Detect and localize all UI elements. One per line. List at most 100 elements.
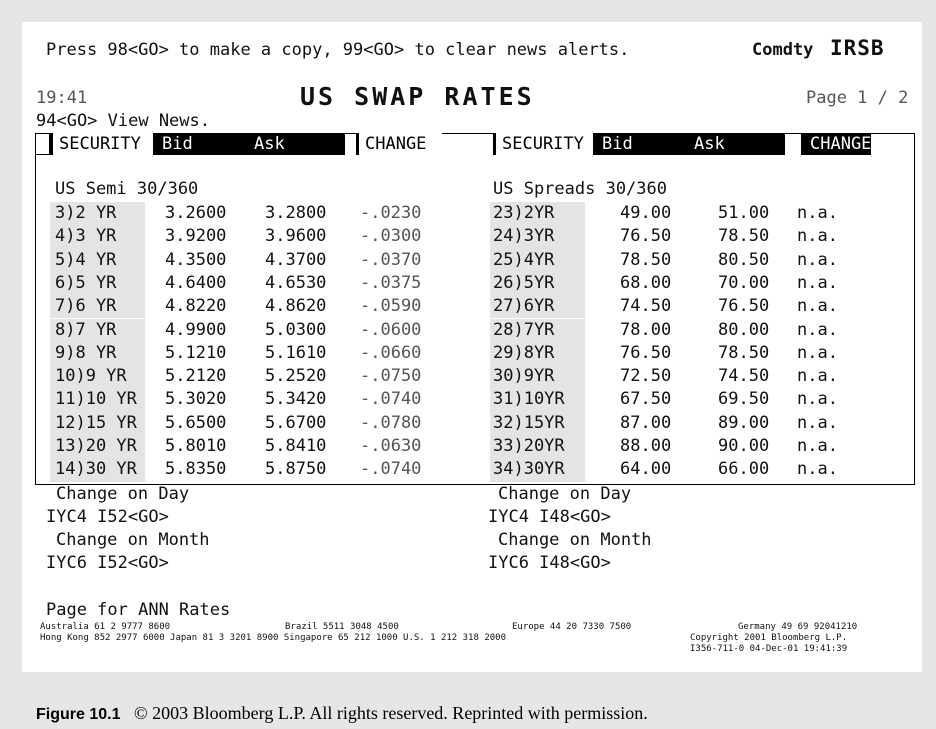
- bid: 74.50: [620, 296, 672, 317]
- ask: 74.50: [718, 366, 770, 387]
- link-code[interactable]: IYC4 I52<GO>: [46, 507, 169, 527]
- market: Comdty: [752, 40, 814, 60]
- security[interactable]: 34)30YR: [493, 459, 565, 480]
- security[interactable]: 8)7 YR: [55, 319, 117, 340]
- change: -.0300: [360, 226, 422, 247]
- ask: 78.50: [718, 226, 770, 247]
- label-shade: [50, 225, 145, 249]
- label-shade: [50, 388, 145, 412]
- change: n.a.: [797, 412, 838, 433]
- label-shade: [490, 435, 585, 459]
- column-header-cell: Ask: [245, 133, 345, 155]
- column-header-cell: SECURITY: [50, 133, 153, 155]
- timestamp: I356-711-0 04-Dec-01 19:41:39: [690, 644, 848, 654]
- security[interactable]: 27)6YR: [493, 296, 555, 317]
- security[interactable]: 10)9 YR: [55, 366, 127, 387]
- security[interactable]: 13)20 YR: [55, 436, 137, 456]
- security[interactable]: 3)2 YR: [55, 203, 117, 223]
- instruction: Press 98<GO> to make a copy, 99<GO> to c…: [46, 40, 630, 60]
- security[interactable]: 14)30 YR: [55, 459, 137, 480]
- function: IRSB: [830, 36, 885, 60]
- security[interactable]: 24)3YR: [493, 226, 555, 247]
- bid: 88.00: [620, 436, 672, 456]
- bid: 3.2600: [165, 203, 227, 223]
- label-shade: [490, 225, 585, 249]
- bid: 78.50: [620, 249, 672, 270]
- copyright: Copyright 2001 Bloomberg L.P.: [690, 633, 848, 643]
- label-shade: [490, 411, 585, 435]
- change: n.a.: [797, 389, 838, 410]
- ask: 3.2800: [265, 203, 327, 223]
- ask: 89.00: [718, 412, 770, 433]
- security[interactable]: 30)9YR: [493, 366, 555, 387]
- security[interactable]: 11)10 YR: [55, 389, 137, 410]
- security[interactable]: 23)2YR: [493, 203, 555, 223]
- security[interactable]: 25)4YR: [493, 249, 555, 270]
- bid: 4.6400: [165, 272, 227, 293]
- security[interactable]: 33)20YR: [493, 436, 565, 456]
- change: n.a.: [797, 436, 838, 456]
- change: -.0370: [360, 249, 422, 270]
- change: -.0600: [360, 319, 422, 340]
- change: -.0630: [360, 436, 422, 456]
- bid: 5.1210: [165, 342, 227, 363]
- note: Page for ANN Rates: [46, 600, 231, 620]
- change: -.0750: [360, 366, 422, 387]
- label-shade: [50, 248, 145, 272]
- bid: 4.9900: [165, 319, 227, 340]
- change: -.0740: [360, 389, 422, 410]
- ask: 76.50: [718, 296, 770, 317]
- column-header-cell: CHANGE: [801, 133, 871, 155]
- bid: 76.50: [620, 342, 672, 363]
- security[interactable]: 26)5YR: [493, 272, 555, 293]
- news-link[interactable]: 94<GO> View News.: [36, 111, 210, 131]
- security[interactable]: 4)3 YR: [55, 226, 117, 247]
- column-header-cell: SECURITY: [493, 133, 593, 155]
- security[interactable]: 5)4 YR: [55, 249, 117, 270]
- label-shade: [50, 435, 145, 459]
- bid: 5.8010: [165, 436, 227, 456]
- label-shade: [50, 365, 145, 389]
- bid: 5.3020: [165, 389, 227, 410]
- change: -.0780: [360, 412, 422, 433]
- bid: 3.9200: [165, 226, 227, 247]
- label-shade: [490, 202, 585, 226]
- security[interactable]: 28)7YR: [493, 319, 555, 340]
- ask: 66.00: [718, 459, 770, 480]
- security[interactable]: 31)10YR: [493, 389, 565, 410]
- ask: 78.50: [718, 342, 770, 363]
- section-title: US Semi 30/360: [55, 179, 199, 199]
- security[interactable]: 9)8 YR: [55, 342, 117, 363]
- contact: Brazil 5511 3048 4500: [285, 622, 399, 632]
- change: n.a.: [797, 342, 838, 363]
- link-code[interactable]: IYC6 I52<GO>: [46, 553, 169, 573]
- ask: 5.6700: [265, 412, 327, 433]
- label-shade: [490, 248, 585, 272]
- security[interactable]: 29)8YR: [493, 342, 555, 363]
- label-shade: [50, 458, 145, 482]
- change: -.0740: [360, 459, 422, 480]
- security[interactable]: 7)6 YR: [55, 296, 117, 317]
- link-title: Change on Day: [498, 484, 632, 504]
- contact: Australia 61 2 9777 8600: [40, 622, 171, 632]
- ask: 4.6530: [265, 272, 327, 293]
- bid: 68.00: [620, 272, 672, 293]
- ask: 5.0300: [265, 319, 327, 340]
- label-shade: [50, 411, 145, 435]
- column-header-cell: CHANGE: [356, 133, 442, 155]
- security[interactable]: 12)15 YR: [55, 412, 137, 433]
- label-shade: [490, 458, 585, 482]
- change: n.a.: [797, 272, 838, 293]
- bid: 4.8220: [165, 296, 227, 317]
- link-code[interactable]: IYC6 I48<GO>: [488, 553, 611, 573]
- change: n.a.: [797, 249, 838, 270]
- section-title: US Spreads 30/360: [493, 179, 667, 199]
- contact: Germany 49 69 92041210: [738, 622, 858, 632]
- change: n.a.: [797, 319, 838, 340]
- header-bar-fill: [35, 133, 50, 155]
- change: -.0375: [360, 272, 422, 293]
- column-header-cell: Bid: [153, 133, 245, 155]
- link-code[interactable]: IYC4 I48<GO>: [488, 507, 611, 527]
- security[interactable]: 6)5 YR: [55, 272, 117, 293]
- security[interactable]: 32)15YR: [493, 412, 565, 433]
